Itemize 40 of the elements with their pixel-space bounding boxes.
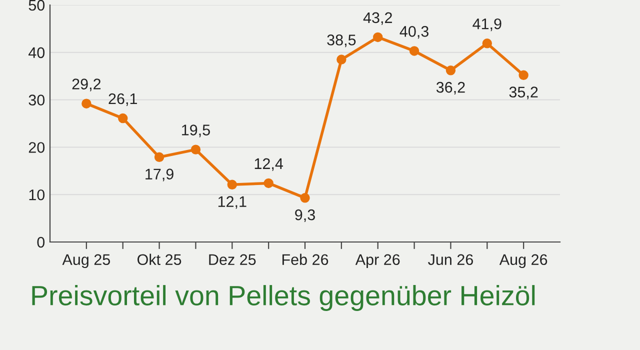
point	[300, 193, 310, 203]
point	[227, 180, 238, 190]
y-tick-label: 20	[28, 142, 45, 153]
x-tick-label: Aug 25	[62, 254, 110, 268]
x-tick-label: Jun 26	[428, 254, 473, 266]
x-tick-label: Okt 25	[138, 254, 182, 266]
x-tick-label: Aug 26	[499, 254, 548, 268]
point	[482, 38, 492, 48]
data-label: 12,4	[254, 158, 283, 171]
x-tick-label: Feb 26	[282, 254, 328, 266]
point	[336, 54, 346, 64]
data-label: 17,9	[146, 168, 174, 182]
data-label: 40,3	[400, 26, 428, 39]
data-label: 36,2	[436, 82, 465, 95]
data-label: 35,2	[509, 86, 538, 100]
data-label: 43,2	[363, 12, 392, 25]
y-tick-label: 10	[29, 189, 45, 200]
point	[118, 113, 128, 124]
y-tick-label: 40	[28, 47, 45, 58]
text: Preisvorteil von Pellets gegenüber Heizöl	[32, 285, 535, 311]
data-label: 29,2	[72, 78, 101, 92]
data-label: 19,5	[182, 124, 210, 138]
x-tick-label: Dez 25	[209, 254, 256, 266]
point	[190, 144, 201, 154]
point	[264, 178, 274, 188]
data-label: 9,3	[295, 209, 315, 222]
y-tick-label: 30	[28, 94, 45, 106]
x-tick-label: Apr 26	[355, 254, 400, 268]
point	[446, 66, 456, 76]
data-label: 26,1	[108, 93, 137, 106]
point	[82, 98, 92, 108]
data-label: 12,1	[218, 196, 246, 209]
data-label: 41,9	[472, 18, 502, 32]
data-label: 38,5	[327, 34, 356, 48]
point	[409, 46, 420, 56]
point	[518, 70, 528, 80]
y-tick-label: 50	[28, 0, 45, 11]
point	[154, 152, 164, 162]
y-tick-label: 0	[37, 236, 45, 248]
point	[372, 32, 383, 42]
